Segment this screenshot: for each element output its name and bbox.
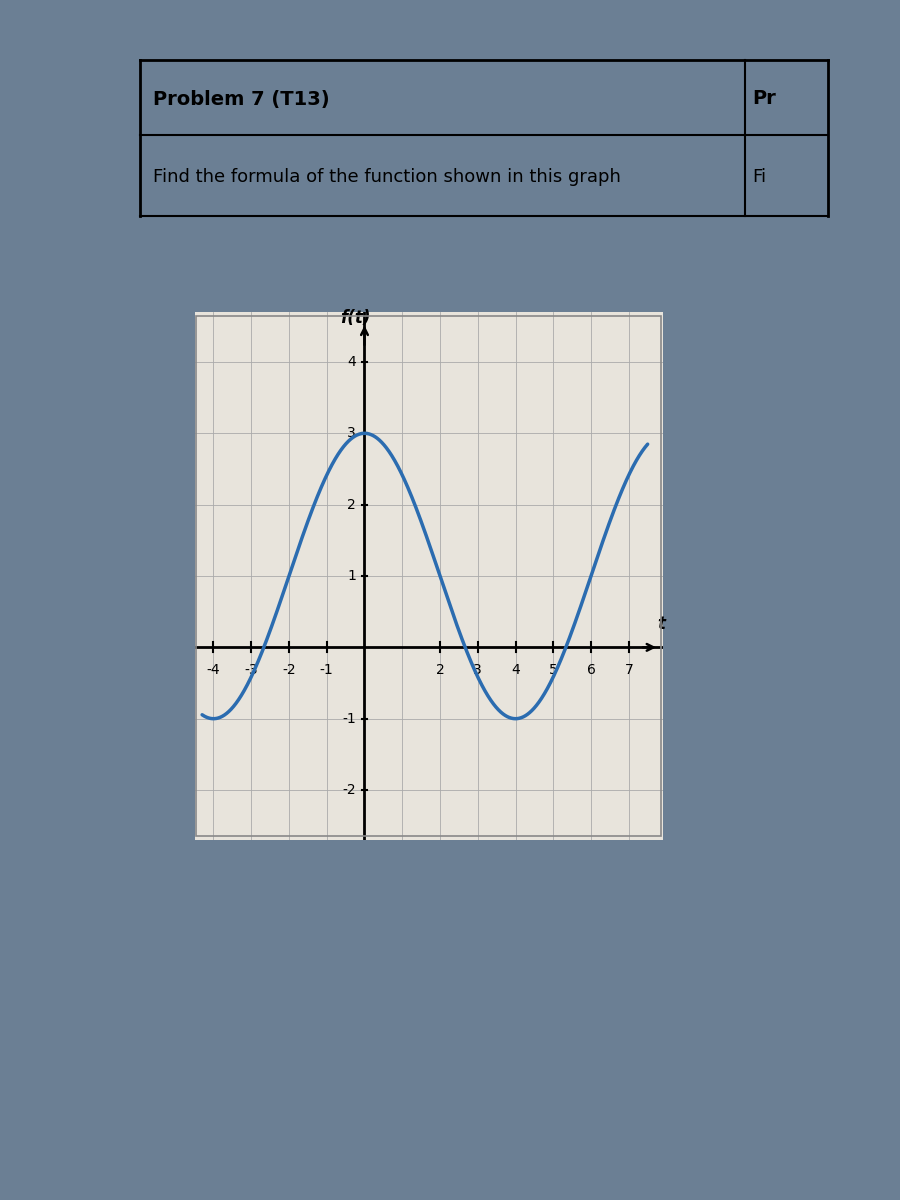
- Text: 2: 2: [347, 498, 356, 511]
- Text: t: t: [657, 616, 665, 634]
- Text: -1: -1: [320, 664, 334, 677]
- Text: 1: 1: [347, 569, 356, 583]
- Text: Pr: Pr: [752, 90, 776, 108]
- Text: -3: -3: [245, 664, 258, 677]
- Text: Problem 7 (T13): Problem 7 (T13): [153, 90, 330, 108]
- Text: -4: -4: [207, 664, 220, 677]
- Text: Fi: Fi: [752, 168, 767, 186]
- Text: 4: 4: [347, 355, 356, 368]
- Text: 6: 6: [587, 664, 596, 677]
- Text: 4: 4: [511, 664, 520, 677]
- Text: 3: 3: [347, 426, 356, 440]
- Text: -2: -2: [343, 784, 356, 797]
- Text: 3: 3: [473, 664, 482, 677]
- Text: 7: 7: [625, 664, 634, 677]
- Text: -2: -2: [283, 664, 296, 677]
- Text: -1: -1: [342, 712, 356, 726]
- Text: Find the formula of the function shown in this graph: Find the formula of the function shown i…: [153, 168, 621, 186]
- Text: 2: 2: [436, 664, 445, 677]
- Text: f(t): f(t): [340, 308, 370, 326]
- Text: 5: 5: [549, 664, 558, 677]
